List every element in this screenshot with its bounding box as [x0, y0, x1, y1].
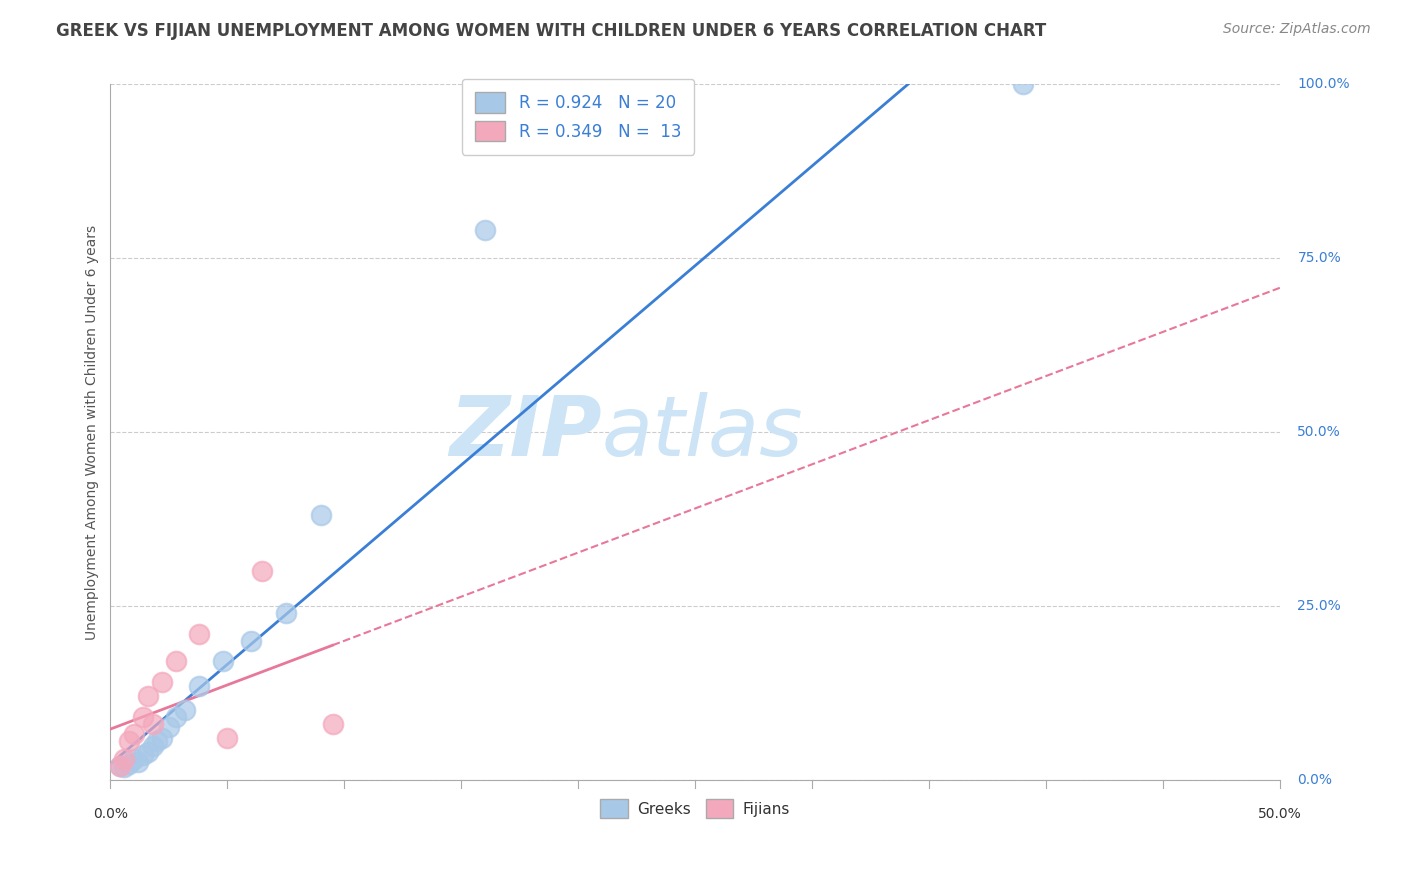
Point — [150, 731, 173, 745]
Point — [136, 745, 159, 759]
Point — [188, 626, 211, 640]
Text: 50.0%: 50.0% — [1298, 425, 1341, 439]
Point — [211, 655, 233, 669]
Point — [188, 679, 211, 693]
Point — [165, 655, 187, 669]
Text: 75.0%: 75.0% — [1298, 252, 1341, 265]
Legend: Greeks, Fijians: Greeks, Fijians — [595, 793, 796, 824]
Point — [322, 717, 344, 731]
Point — [146, 734, 169, 748]
Point — [239, 633, 262, 648]
Point — [141, 717, 163, 731]
Point — [118, 757, 141, 772]
Point — [274, 606, 297, 620]
Point — [309, 508, 332, 523]
Point — [122, 752, 145, 766]
Point — [150, 675, 173, 690]
Point — [252, 564, 274, 578]
Point — [114, 760, 136, 774]
Text: 100.0%: 100.0% — [1298, 78, 1350, 92]
Text: 0.0%: 0.0% — [93, 807, 128, 822]
Text: GREEK VS FIJIAN UNEMPLOYMENT AMONG WOMEN WITH CHILDREN UNDER 6 YEARS CORRELATION: GREEK VS FIJIAN UNEMPLOYMENT AMONG WOMEN… — [56, 22, 1046, 40]
Point — [1011, 78, 1033, 92]
Text: 50.0%: 50.0% — [1258, 807, 1302, 822]
Y-axis label: Unemployment Among Women with Children Under 6 years: Unemployment Among Women with Children U… — [86, 225, 100, 640]
Point — [108, 758, 131, 772]
Point — [165, 710, 187, 724]
Text: Source: ZipAtlas.com: Source: ZipAtlas.com — [1223, 22, 1371, 37]
Point — [132, 710, 155, 724]
Point — [118, 734, 141, 748]
Point — [114, 752, 136, 766]
Point — [217, 731, 239, 745]
Point — [136, 689, 159, 703]
Text: 25.0%: 25.0% — [1298, 599, 1341, 613]
Point — [157, 721, 180, 735]
Point — [127, 756, 149, 770]
Point — [474, 223, 496, 237]
Point — [141, 739, 163, 754]
Text: 0.0%: 0.0% — [1298, 772, 1333, 787]
Point — [122, 727, 145, 741]
Point — [132, 748, 155, 763]
Text: ZIP: ZIP — [449, 392, 602, 473]
Text: atlas: atlas — [602, 392, 803, 473]
Point — [174, 703, 197, 717]
Point — [108, 758, 131, 772]
